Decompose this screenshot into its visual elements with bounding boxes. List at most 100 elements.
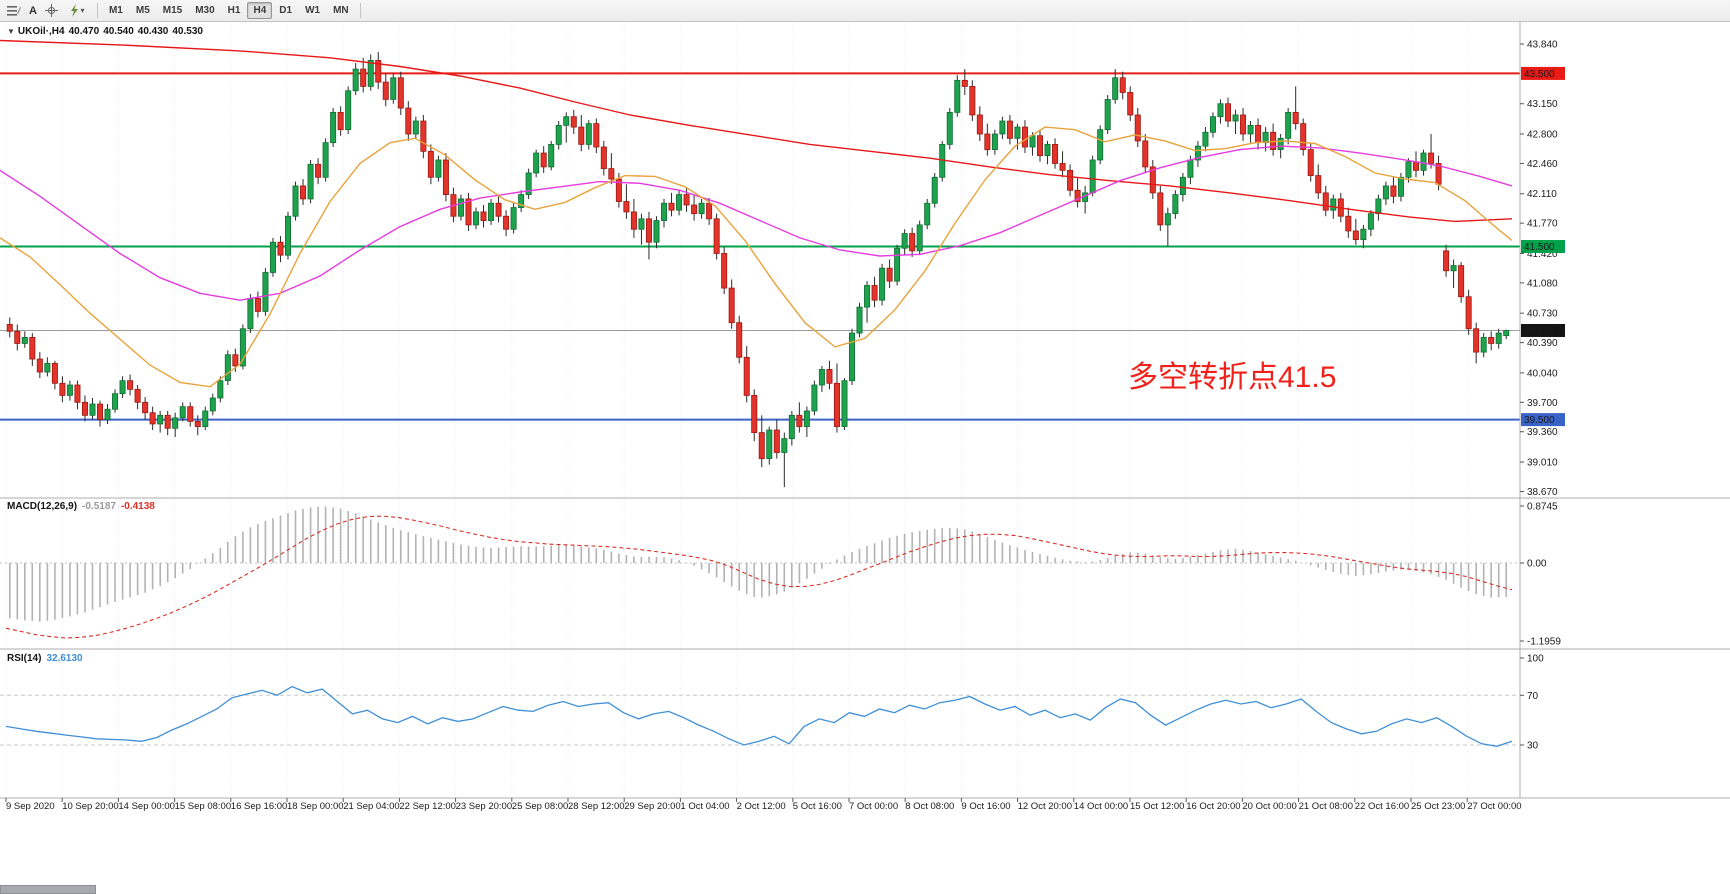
bull-candle <box>1375 198 1382 215</box>
timeframe-button-w1[interactable]: W1 <box>305 5 321 16</box>
bear-candle <box>706 202 713 220</box>
bull-candle <box>269 241 276 273</box>
time-tick-label: 21 Sep 04:00 <box>343 801 400 812</box>
bull-candle <box>653 220 660 243</box>
bull-candle <box>119 380 126 395</box>
time-tick-label: 25 Oct 23:00 <box>1411 801 1465 812</box>
time-tick-label: 18 Sep 00:00 <box>287 801 344 812</box>
bear-candle <box>360 68 367 87</box>
time-tick-label: 22 Sep 12:00 <box>399 801 456 812</box>
bull-candle <box>202 410 209 427</box>
time-tick-label: 22 Oct 16:00 <box>1355 801 1409 812</box>
price-tick-label: 40.390 <box>1527 338 1558 349</box>
bull-candle <box>766 429 773 459</box>
bear-candle <box>540 152 547 168</box>
bull-candle <box>818 369 825 386</box>
bull-candle <box>1503 330 1510 337</box>
timeframe-button-h4[interactable]: H4 <box>247 2 273 19</box>
bull-candle <box>931 176 938 204</box>
svg-text:41.500: 41.500 <box>1524 242 1555 253</box>
ma-line-slow-red <box>0 39 1513 223</box>
bull-candle <box>525 172 532 196</box>
bear-candle <box>14 330 21 344</box>
bear-candle <box>833 382 840 427</box>
bear-candle <box>164 414 171 429</box>
price-badge: 41.500 <box>1521 240 1565 254</box>
bear-candle <box>1413 161 1420 171</box>
timeframe-button-h1[interactable]: H1 <box>227 5 241 16</box>
bear-candle <box>1127 92 1134 116</box>
bear-candle <box>300 185 307 200</box>
bull-candle <box>533 152 540 174</box>
time-tick-label: 12 Oct 20:00 <box>1018 801 1072 812</box>
bull-candle <box>1397 176 1404 197</box>
bear-candle <box>1157 192 1164 226</box>
bull-candle <box>1104 98 1111 131</box>
timeframe-button-d1[interactable]: D1 <box>279 5 293 16</box>
bear-candle <box>1067 169 1074 191</box>
timeframe-button-m15[interactable]: M15 <box>162 5 183 16</box>
bear-candle <box>1074 189 1081 202</box>
bear-candle <box>465 198 472 226</box>
bull-candle <box>1194 145 1201 161</box>
timeframe-button-m30[interactable]: M30 <box>195 5 215 16</box>
bear-candle <box>1443 250 1450 272</box>
bear-candle <box>758 432 765 459</box>
time-tick-label: 1 Oct 04:00 <box>680 801 729 812</box>
bull-candle <box>1495 332 1502 344</box>
bull-candle <box>1277 137 1284 150</box>
timeframe-button-mn[interactable]: MN <box>333 5 349 16</box>
dropdown-caret-icon: ▾ <box>80 6 85 15</box>
bear-candle <box>81 401 88 416</box>
bull-candle <box>849 332 856 382</box>
price-tick-label: 42.460 <box>1527 159 1558 170</box>
cursor-tool-button[interactable]: A <box>29 4 37 17</box>
collapse-indicator-icon[interactable]: ▼ <box>7 27 15 36</box>
chart-list-icon[interactable] <box>4 2 24 20</box>
bear-candle <box>1059 163 1066 171</box>
bull-candle <box>1232 114 1239 122</box>
time-tick-label: 29 Sep 20:00 <box>624 801 681 812</box>
bull-candle <box>179 406 186 419</box>
bear-candle <box>623 201 630 213</box>
auto-trading-icon[interactable]: ▾ <box>62 2 92 20</box>
bull-candle <box>1172 194 1179 215</box>
timeframe-button-m5[interactable]: M5 <box>135 5 150 16</box>
crosshair-icon[interactable] <box>42 2 62 20</box>
bear-candle <box>97 403 104 421</box>
time-scale[interactable]: 9 Sep 2020 10 Sep 20:00 14 Sep 00:00 15 Sep… <box>5 798 1522 812</box>
time-tick-label: 7 Oct 00:00 <box>849 801 898 812</box>
price-scale[interactable]: 43.840 43.150 42.800 42.460 42.110 41.770 41.4… <box>1520 40 1565 498</box>
bull-candle <box>1285 111 1292 139</box>
bear-candle <box>909 233 916 252</box>
bear-candle <box>1149 166 1156 194</box>
price-badge: 43.500 <box>1521 66 1565 80</box>
time-tick-label: 14 Sep 00:00 <box>118 801 175 812</box>
bull-candle <box>585 123 592 145</box>
macd-signal-line <box>5 515 1513 639</box>
bear-candle <box>1315 175 1322 194</box>
bull-candle <box>112 393 119 410</box>
bear-candle <box>59 382 66 396</box>
bear-candle <box>315 163 322 178</box>
price-chart-canvas[interactable]: 43.840 43.150 42.800 42.460 42.110 41.770 41.4… <box>0 22 1730 894</box>
bull-candle <box>44 362 51 373</box>
time-tick-label: 16 Sep 16:00 <box>231 801 288 812</box>
horizontal-scrollbar-thumb[interactable] <box>0 885 96 894</box>
toolbar-divider <box>96 3 98 18</box>
bull-candle <box>781 438 788 453</box>
bear-candle <box>1322 192 1329 211</box>
bear-candle <box>337 111 344 131</box>
timeframe-button-m1[interactable]: M1 <box>108 5 123 16</box>
price-tick-label: 42.110 <box>1527 189 1557 200</box>
price-tick-label: 41.770 <box>1527 219 1558 230</box>
bear-candle <box>645 218 652 243</box>
time-tick-label: 21 Oct 08:00 <box>1299 801 1353 812</box>
bear-candle <box>615 178 622 202</box>
bull-candle <box>104 408 111 421</box>
price-tick-label: 41.080 <box>1527 278 1558 289</box>
bull-candle <box>1382 185 1389 200</box>
bear-candle <box>149 412 156 425</box>
bear-candle <box>51 362 58 384</box>
time-tick-label: 2 Oct 12:00 <box>737 801 786 812</box>
